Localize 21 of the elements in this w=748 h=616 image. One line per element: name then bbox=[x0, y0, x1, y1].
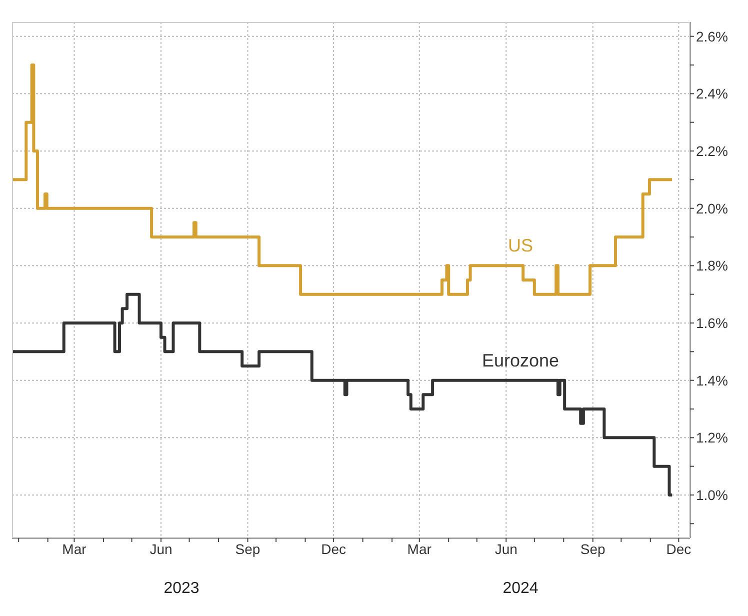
y-tick-label: 1.4% bbox=[696, 372, 728, 388]
x-tick-label: Mar bbox=[407, 540, 432, 557]
text: 2023 bbox=[162, 580, 200, 598]
x-tick-label: Sep bbox=[235, 540, 260, 557]
x-tick-label: Dec bbox=[321, 540, 346, 557]
series-label: US bbox=[508, 236, 534, 256]
text: 2024 bbox=[502, 580, 540, 598]
series-label: Eurozone bbox=[482, 350, 560, 370]
y-tick-label: 1.8% bbox=[696, 258, 728, 274]
x-tick-label: Dec bbox=[666, 540, 692, 557]
x-tick-label: Jun bbox=[150, 540, 172, 557]
x-tick-label: Sep bbox=[580, 540, 606, 557]
y-tick-label: 2.6% bbox=[696, 28, 728, 44]
y-tick-label: 2.4% bbox=[696, 86, 728, 102]
y-tick-label: 1.2% bbox=[696, 430, 728, 446]
y-tick-label: 2.0% bbox=[696, 200, 728, 216]
x-tick-label: Jun bbox=[494, 540, 518, 557]
y-tick-label: 1.6% bbox=[696, 314, 728, 331]
x-tick-label: Mar bbox=[62, 540, 87, 557]
y-tick-label: 2.2% bbox=[696, 142, 728, 159]
y-tick-label: 1.0% bbox=[696, 486, 728, 503]
